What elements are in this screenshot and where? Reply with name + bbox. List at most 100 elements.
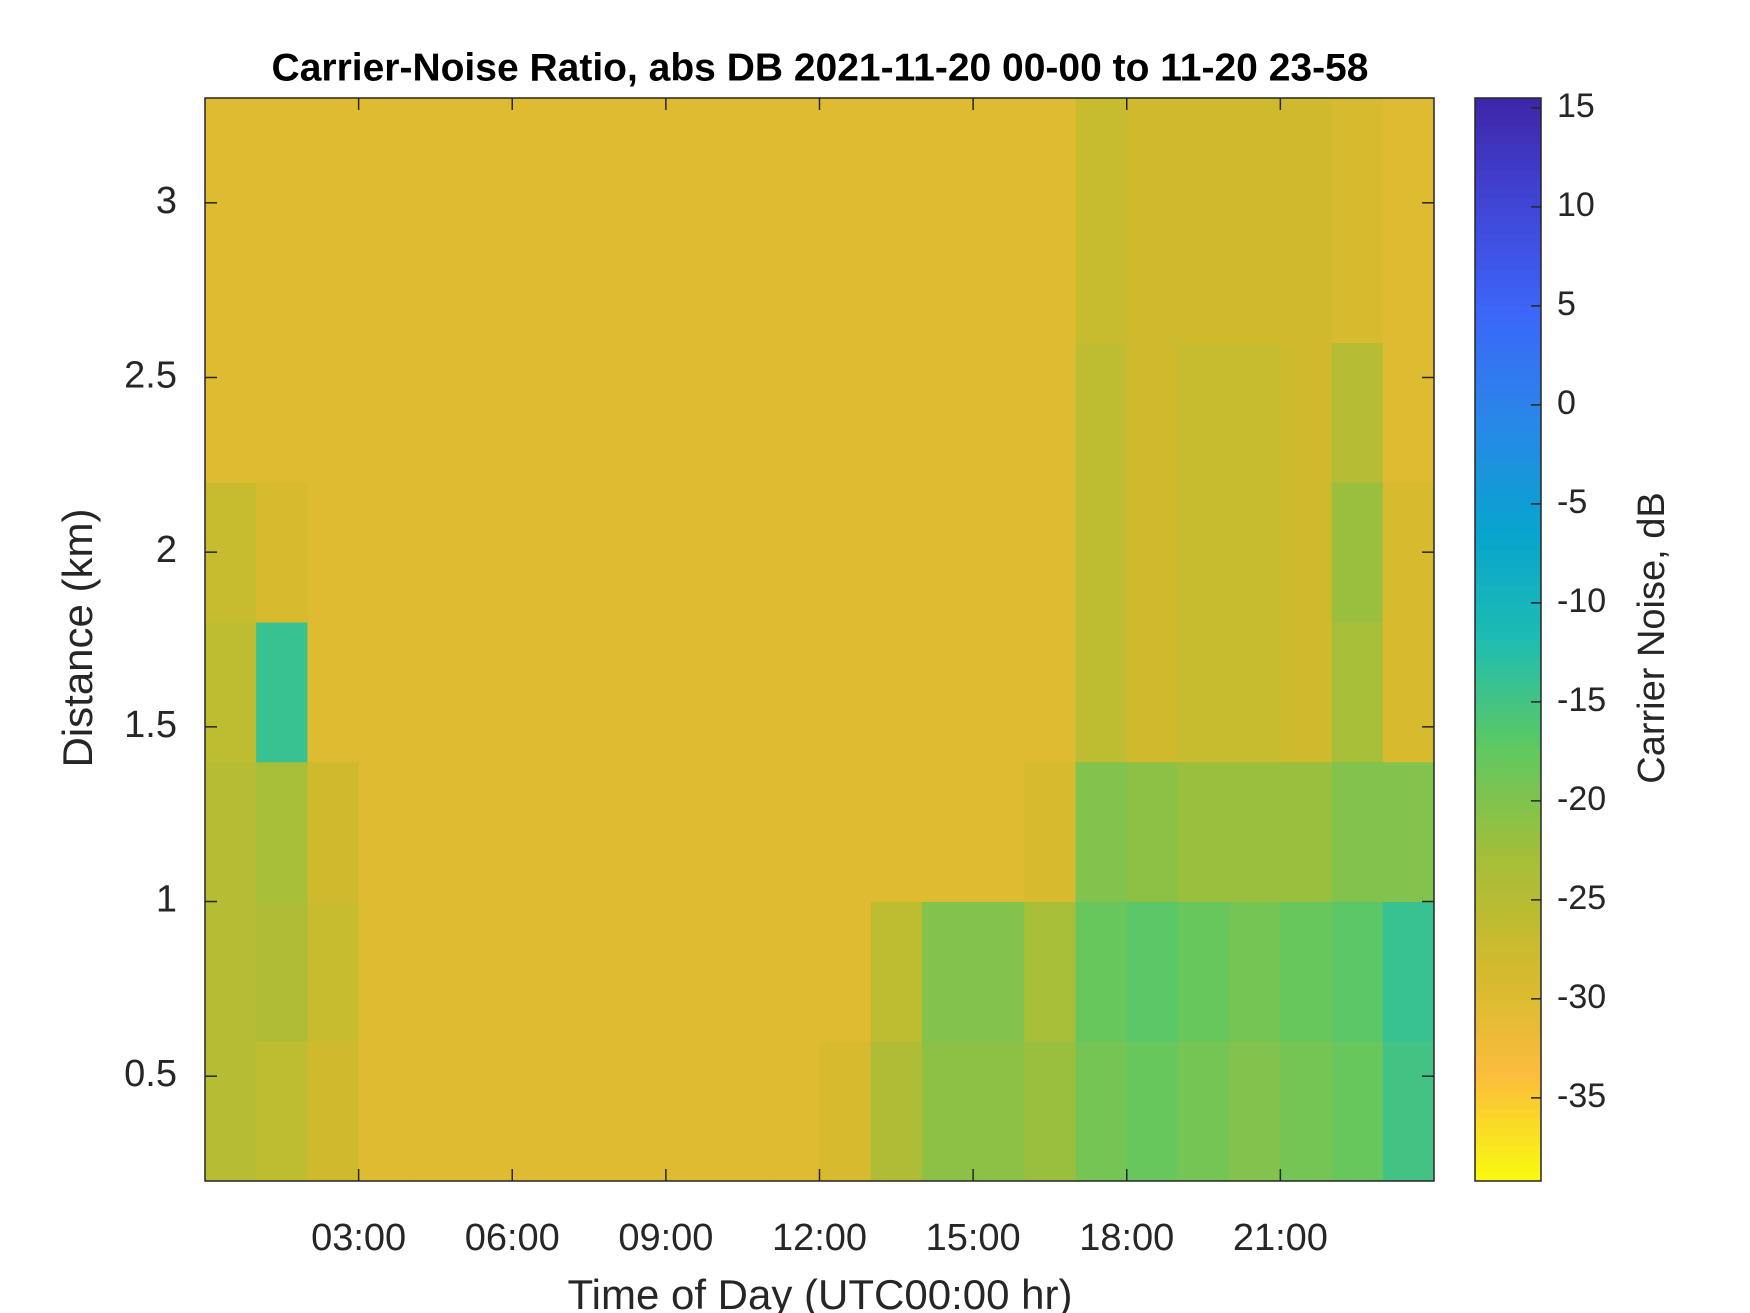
heatmap-cell	[1126, 1041, 1179, 1181]
colorbar-segment	[1475, 134, 1541, 144]
colorbar-segment	[1475, 449, 1541, 460]
heatmap-cell	[205, 98, 257, 204]
heatmap-cell	[256, 901, 308, 1042]
heatmap-cell	[768, 202, 820, 344]
colorbar-segment	[1475, 459, 1541, 469]
heatmap-cell	[563, 482, 616, 623]
heatmap-cell	[1280, 761, 1333, 903]
colorbar-segment	[1475, 179, 1541, 189]
colorbar-segment	[1475, 486, 1541, 496]
colorbar-segment	[1475, 1009, 1541, 1020]
heatmap-cell	[768, 482, 820, 623]
heatmap-cell	[614, 622, 667, 763]
colorbar-segment	[1475, 874, 1541, 884]
heatmap-cell	[614, 901, 667, 1042]
colorbar-segment	[1475, 594, 1541, 604]
heatmap-cell	[1126, 622, 1179, 763]
heatmap-cell	[409, 622, 462, 763]
colorbar-segment	[1475, 296, 1541, 307]
heatmap-cell	[1280, 901, 1333, 1042]
colorbar-segment	[1475, 1171, 1541, 1182]
heatmap-cell	[205, 761, 257, 903]
heatmap-cell	[768, 622, 820, 763]
colorbar-tick-label: 10	[1557, 186, 1595, 224]
heatmap-cell	[1075, 761, 1128, 903]
colorbar-segment	[1475, 639, 1541, 650]
colorbar-segment	[1475, 278, 1541, 289]
heatmap-cell	[1382, 98, 1434, 204]
colorbar-tick-label: -10	[1557, 582, 1606, 620]
heatmap-cell	[870, 342, 923, 483]
colorbar-segment	[1475, 801, 1541, 812]
heatmap-cell	[307, 622, 360, 763]
colorbar-segment	[1475, 413, 1541, 424]
colorbar-segment	[1475, 964, 1541, 975]
heatmap-cell	[1229, 761, 1281, 903]
heatmap-cell	[563, 342, 616, 483]
heatmap-cell	[1177, 482, 1230, 623]
colorbar-segment	[1475, 359, 1541, 370]
heatmap-cell	[205, 202, 257, 344]
heatmap-cell	[1024, 901, 1077, 1042]
heatmap-cell	[1229, 202, 1281, 344]
heatmap-cell	[1229, 482, 1281, 623]
heatmap-cell	[409, 901, 462, 1042]
heatmap-cell	[1229, 901, 1281, 1042]
heatmap-cell	[461, 342, 513, 483]
heatmap-cell	[1229, 98, 1281, 204]
x-tick-label: 12:00	[772, 1217, 867, 1259]
colorbar-segment	[1475, 540, 1541, 550]
colorbar-segment	[1475, 675, 1541, 686]
heatmap-cell	[512, 98, 564, 204]
heatmap-cell	[1177, 901, 1230, 1042]
heatmap-cell	[358, 98, 411, 204]
heatmap-cell	[717, 342, 769, 483]
heatmap-cell	[256, 202, 308, 344]
heatmap-cell	[1075, 482, 1128, 623]
colorbar-segment	[1475, 910, 1541, 920]
heatmap-cell	[563, 761, 616, 903]
heatmap-cell	[665, 202, 718, 344]
colorbar-tick-label: -5	[1557, 483, 1587, 521]
heatmap-cell	[512, 482, 564, 623]
colorbar-segment	[1475, 756, 1541, 767]
heatmap-cell	[563, 98, 616, 204]
colorbar-segment	[1475, 477, 1541, 487]
colorbar-segment	[1475, 1072, 1541, 1083]
y-tick-label: 3	[156, 180, 177, 222]
colorbar-segment	[1475, 287, 1541, 298]
heatmap-cell	[819, 761, 872, 903]
heatmap-cell	[1382, 622, 1434, 763]
heatmap-cell	[768, 98, 820, 204]
colorbar-frame	[1474, 97, 1542, 1182]
heatmap-cell	[1126, 761, 1179, 903]
colorbar-segment	[1475, 504, 1541, 514]
heatmap-cell	[512, 761, 564, 903]
heatmap-cell	[921, 342, 974, 483]
heatmap-cell	[563, 202, 616, 344]
heatmap-cell	[1331, 901, 1384, 1042]
heatmap-cell	[1075, 98, 1128, 204]
heatmap-cell	[819, 622, 872, 763]
heatmap-cell	[1075, 342, 1128, 483]
heatmap-cell	[665, 482, 718, 623]
heatmap-cell	[921, 482, 974, 623]
heatmap-cell	[1331, 482, 1384, 623]
heatmap-cell	[921, 761, 974, 903]
colorbar-segment	[1475, 991, 1541, 1002]
heatmap-cell	[614, 1041, 667, 1181]
heatmap-cell	[614, 202, 667, 344]
heatmap-cell	[717, 98, 769, 204]
heatmap-cell	[819, 901, 872, 1042]
colorbar-segment	[1475, 1027, 1541, 1038]
colorbar-tick-label: 15	[1557, 87, 1595, 125]
x-tick-label: 18:00	[1079, 1217, 1174, 1259]
heatmap-cell	[870, 98, 923, 204]
heatmap-cell	[307, 482, 360, 623]
heatmap-cell	[461, 202, 513, 344]
chart-title: Carrier-Noise Ratio, abs DB 2021-11-20 0…	[272, 46, 1369, 89]
heatmap-cell	[307, 98, 360, 204]
heatmap-cell	[512, 1041, 564, 1181]
colorbar-segment	[1475, 919, 1541, 929]
